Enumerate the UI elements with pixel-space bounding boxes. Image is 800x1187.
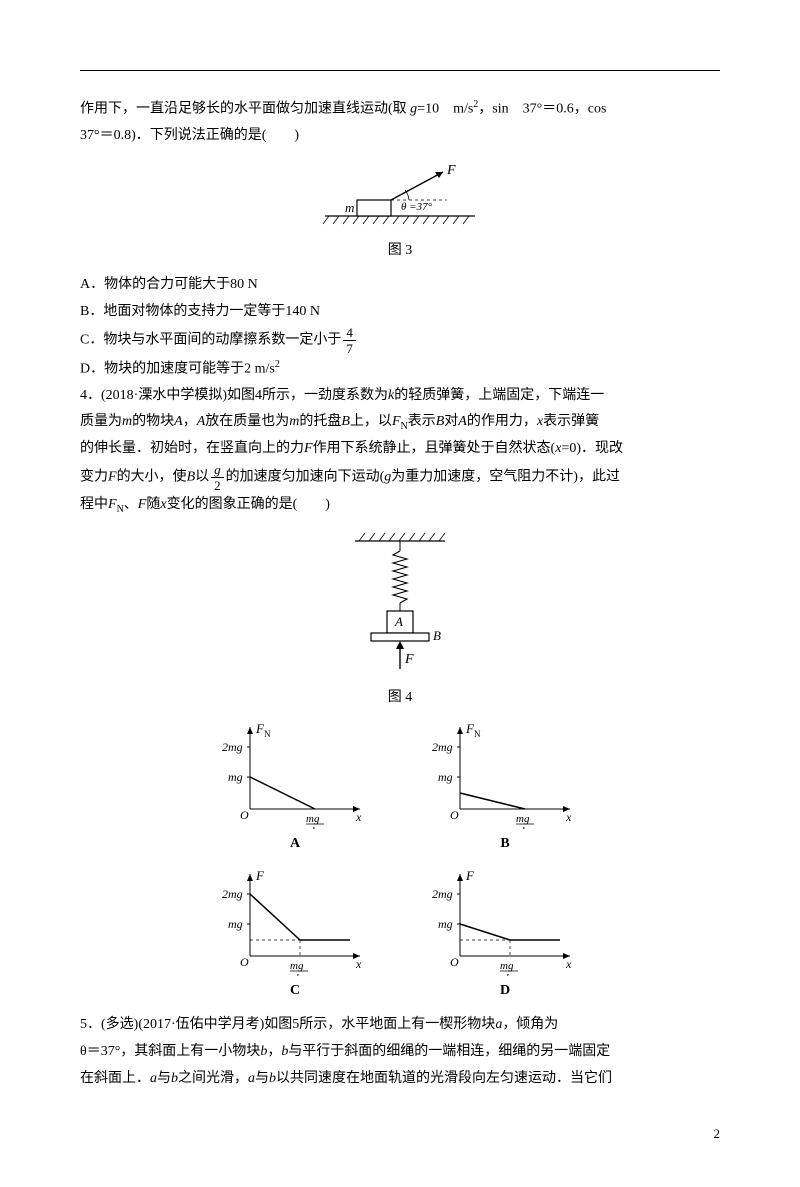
chart-B: F N O x 2mg mg mg k B [430, 719, 580, 858]
svg-text:2mg: 2mg [222, 740, 243, 754]
fig3-F: F [446, 163, 456, 178]
fig3-theta: θ =37° [401, 201, 433, 213]
page-number: 2 [80, 1122, 720, 1147]
svg-text:O: O [450, 955, 459, 969]
svg-text:mg: mg [500, 960, 514, 972]
svg-text:mg: mg [516, 813, 530, 825]
q3-l1a: 作用下，一直沿足够长的水平面做匀加速直线运动(取 [80, 102, 407, 117]
q3-optD: D．物块的加速度可能等于2 m/s2 [80, 355, 720, 383]
svg-text:N: N [474, 729, 481, 739]
q3-optC: C．物块与水平面间的动摩擦系数一定小于47 [80, 326, 720, 355]
svg-text:2mg: 2mg [432, 740, 453, 754]
q3-line1: 作用下，一直沿足够长的水平面做匀加速直线运动(取 g=10 m/s2，sin 3… [80, 95, 720, 123]
q3-line2: 37°＝0.8)．下列说法正确的是( ) [80, 123, 720, 150]
fig3-m: m [345, 200, 354, 215]
chart-A-label: A [220, 831, 370, 858]
svg-text:mg: mg [228, 770, 243, 784]
q3-optD-pre: D．物块的加速度可能等于2 m/s [80, 361, 275, 376]
figure-3-svg: m F θ =37° [315, 160, 485, 232]
fig4-F: F [404, 652, 414, 667]
svg-text:k: k [296, 972, 302, 976]
svg-text:O: O [240, 808, 249, 822]
q3-optB: B．地面对物体的支持力一定等于140 N [80, 299, 720, 326]
svg-text:x: x [355, 957, 362, 971]
svg-text:2mg: 2mg [432, 887, 453, 901]
svg-text:mg: mg [438, 917, 453, 931]
svg-text:k: k [506, 972, 512, 976]
fig4-B: B [433, 628, 441, 643]
svg-text:x: x [355, 810, 362, 824]
chart-A: F N O x 2mg mg mg k A [220, 719, 370, 858]
q3-optC-frac: 47 [343, 326, 356, 355]
svg-text:x: x [565, 957, 572, 971]
chart-C: F O x 2mg mg mg k C [220, 866, 370, 1005]
q3-optC-pre: C．物块与水平面间的动摩擦系数一定小于 [80, 332, 341, 347]
q5-line1: 5．(多选)(2017·伍佑中学月考)如图5所示，水平地面上有一楔形物块a，倾角… [80, 1012, 720, 1039]
chart-D: F O x 2mg mg mg k D [430, 866, 580, 1005]
figure-4-svg: A B F [335, 529, 465, 679]
chart-B-label: B [430, 831, 580, 858]
svg-text:mg: mg [438, 770, 453, 784]
svg-text:k: k [312, 825, 318, 829]
svg-text:2mg: 2mg [222, 887, 243, 901]
svg-text:O: O [240, 955, 249, 969]
fig4-A: A [394, 614, 403, 629]
q3-sin: ，sin 37°＝0.6，cos [478, 102, 606, 117]
q5-line3: 在斜面上．a与b之间光滑，a与b以共同速度在地面轨道的光滑段向左匀速运动．当它们 [80, 1066, 720, 1093]
chart-D-label: D [430, 978, 580, 1005]
top-rule [80, 70, 720, 71]
svg-text:x: x [565, 810, 572, 824]
q3-gval: =10 m/s [417, 102, 473, 117]
q3-optA: A．物体的合力可能大于80 N [80, 272, 720, 299]
figure-4-caption: 图 4 [80, 685, 720, 712]
charts-row-1: F N O x 2mg mg mg k A F N O x 2mg mg mg [80, 719, 720, 858]
svg-text:F: F [255, 868, 265, 883]
svg-text:mg: mg [290, 960, 304, 972]
charts-row-2: F O x 2mg mg mg k C F O x 2mg mg [80, 866, 720, 1005]
q4-line1: 4．(2018·溧水中学模拟)如图4所示，一劲度系数为k的轻质弹簧，上端固定，下… [80, 383, 720, 410]
svg-text:F: F [465, 868, 475, 883]
svg-text:O: O [450, 808, 459, 822]
chart-C-label: C [220, 978, 370, 1005]
q3-optD-exp: 2 [275, 359, 280, 370]
svg-text:k: k [522, 825, 528, 829]
svg-text:N: N [264, 729, 271, 739]
q4-line2: 质量为m的物块A，A放在质量也为m的托盘B上，以FN表示B对A的作用力，x表示弹… [80, 409, 720, 436]
q5-line2: θ＝37°，其斜面上有一小物块b，b与平行于斜面的细绳的一端相连，细绳的另一端固… [80, 1039, 720, 1066]
q4-line3: 的伸长量．初始时，在竖直向上的力F作用下系统静止，且弹簧处于自然状态(x=0)．… [80, 436, 720, 463]
figure-4: A B F [80, 529, 720, 679]
svg-text:mg: mg [306, 813, 320, 825]
q4-line4: 变力F的大小，使B以g2的加速度匀加速向下运动(g为重力加速度，空气阻力不计)，… [80, 463, 720, 492]
svg-text:mg: mg [228, 917, 243, 931]
figure-3-caption: 图 3 [80, 238, 720, 265]
q4-line5: 程中FN、F随x变化的图象正确的是( ) [80, 492, 720, 519]
q4-frac-g2: g2 [211, 463, 224, 492]
figure-3: m F θ =37° [80, 160, 720, 232]
